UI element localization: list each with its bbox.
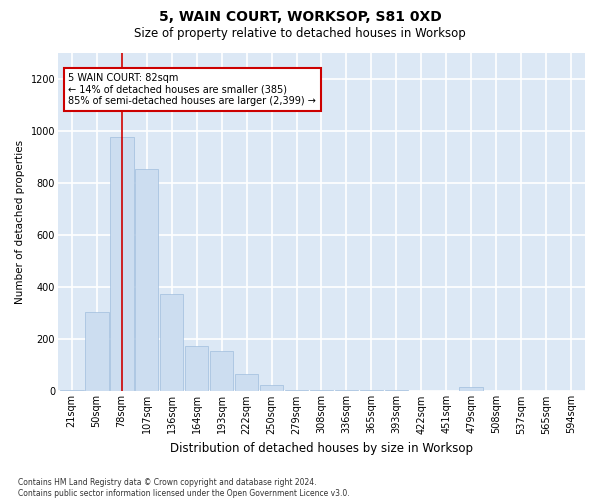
Bar	[160, 294, 184, 392]
Bar	[335, 390, 358, 392]
Bar	[110, 137, 134, 392]
Text: 5 WAIN COURT: 82sqm
← 14% of detached houses are smaller (385)
85% of semi-detac: 5 WAIN COURT: 82sqm ← 14% of detached ho…	[68, 73, 316, 106]
Bar	[284, 390, 308, 392]
Text: Contains HM Land Registry data © Crown copyright and database right 2024.
Contai: Contains HM Land Registry data © Crown c…	[18, 478, 350, 498]
Bar	[385, 390, 408, 392]
Bar	[85, 312, 109, 392]
Bar	[359, 390, 383, 392]
Bar	[60, 390, 83, 392]
Bar	[460, 386, 483, 392]
X-axis label: Distribution of detached houses by size in Worksop: Distribution of detached houses by size …	[170, 442, 473, 455]
Text: 5, WAIN COURT, WORKSOP, S81 0XD: 5, WAIN COURT, WORKSOP, S81 0XD	[158, 10, 442, 24]
Bar	[185, 346, 208, 392]
Bar	[135, 168, 158, 392]
Y-axis label: Number of detached properties: Number of detached properties	[15, 140, 25, 304]
Bar	[235, 374, 259, 392]
Bar	[310, 390, 334, 392]
Bar	[210, 351, 233, 392]
Bar	[260, 385, 283, 392]
Text: Size of property relative to detached houses in Worksop: Size of property relative to detached ho…	[134, 28, 466, 40]
